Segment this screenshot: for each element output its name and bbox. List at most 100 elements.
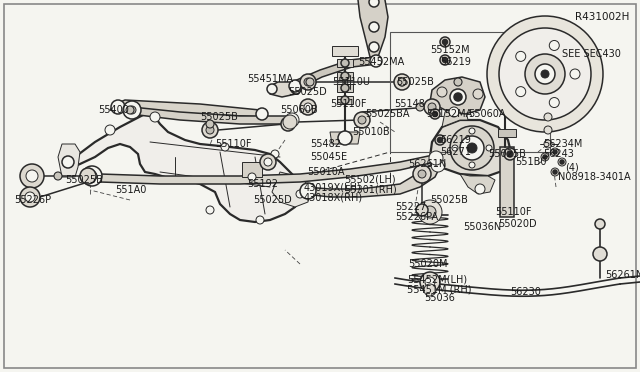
Bar	[337, 84, 353, 92]
Text: 55010A: 55010A	[307, 167, 344, 177]
Polygon shape	[442, 104, 468, 127]
Circle shape	[248, 173, 256, 181]
Circle shape	[341, 96, 349, 104]
Text: 55025B: 55025B	[396, 77, 434, 87]
Text: 55451MA: 55451MA	[247, 74, 293, 84]
Circle shape	[442, 58, 447, 62]
Circle shape	[475, 184, 485, 194]
Circle shape	[469, 162, 475, 168]
Circle shape	[150, 112, 160, 122]
Circle shape	[454, 93, 462, 101]
Circle shape	[80, 168, 96, 184]
Circle shape	[551, 168, 559, 176]
Polygon shape	[358, 0, 388, 57]
Circle shape	[541, 153, 549, 161]
Text: 55110F: 55110F	[215, 139, 252, 149]
Circle shape	[87, 171, 97, 181]
Circle shape	[289, 80, 301, 92]
Polygon shape	[130, 107, 295, 124]
Text: 55020D: 55020D	[498, 219, 536, 229]
Text: (4): (4)	[565, 162, 579, 172]
Circle shape	[450, 89, 466, 105]
Text: 55502(LH): 55502(LH)	[344, 175, 396, 185]
Circle shape	[285, 113, 299, 127]
Circle shape	[452, 145, 458, 151]
Text: 55148: 55148	[394, 99, 425, 109]
Circle shape	[260, 154, 276, 170]
Circle shape	[25, 192, 35, 202]
Circle shape	[370, 55, 382, 67]
Circle shape	[549, 97, 559, 108]
Text: 55192: 55192	[247, 179, 278, 189]
Polygon shape	[268, 82, 300, 97]
Circle shape	[525, 54, 565, 94]
Text: 55020M: 55020M	[408, 259, 447, 269]
Text: 55226P: 55226P	[14, 195, 51, 205]
Text: 55482: 55482	[310, 139, 341, 149]
Text: 55452M(LH): 55452M(LH)	[407, 275, 467, 285]
Circle shape	[593, 247, 607, 261]
Circle shape	[341, 59, 349, 67]
Circle shape	[341, 84, 349, 92]
Circle shape	[516, 87, 525, 97]
Text: R431002H: R431002H	[575, 12, 629, 22]
Text: 55152M: 55152M	[430, 45, 470, 55]
Circle shape	[553, 170, 557, 174]
Text: N08918-3401A: N08918-3401A	[558, 172, 630, 182]
Circle shape	[469, 128, 475, 134]
Text: 55025B: 55025B	[430, 195, 468, 205]
Circle shape	[105, 125, 115, 135]
Text: 56219: 56219	[440, 57, 471, 67]
Circle shape	[221, 143, 229, 151]
Circle shape	[256, 216, 264, 224]
Text: 55060A: 55060A	[468, 109, 506, 119]
Circle shape	[416, 103, 424, 111]
Circle shape	[433, 112, 438, 116]
Text: 56261NA: 56261NA	[605, 270, 640, 280]
Circle shape	[428, 103, 436, 111]
Text: 55045E: 55045E	[310, 152, 347, 162]
Text: 55025B: 55025B	[488, 149, 526, 159]
Circle shape	[128, 106, 136, 114]
Circle shape	[338, 131, 352, 145]
Circle shape	[551, 148, 559, 156]
Text: 56219: 56219	[440, 135, 471, 145]
Polygon shape	[305, 162, 440, 197]
Text: 55025BA: 55025BA	[365, 109, 410, 119]
Circle shape	[544, 140, 552, 148]
Bar	[242, 162, 262, 177]
Text: 55226PA: 55226PA	[395, 212, 438, 222]
Circle shape	[398, 78, 406, 86]
Text: 43019X(LH): 43019X(LH)	[304, 182, 362, 192]
Circle shape	[429, 151, 443, 165]
Text: 55025B: 55025B	[65, 175, 103, 185]
Circle shape	[304, 78, 312, 86]
Circle shape	[549, 41, 559, 51]
Circle shape	[504, 148, 516, 160]
Circle shape	[296, 190, 304, 198]
Polygon shape	[62, 114, 305, 222]
Circle shape	[430, 109, 440, 119]
Bar	[337, 72, 353, 80]
Text: 56271: 56271	[440, 147, 471, 157]
Circle shape	[300, 99, 316, 115]
Text: 55110U: 55110U	[332, 77, 370, 87]
Circle shape	[424, 99, 440, 115]
Polygon shape	[292, 57, 378, 90]
Circle shape	[486, 145, 492, 151]
Circle shape	[206, 126, 214, 134]
Circle shape	[202, 122, 218, 138]
Text: 43018X(RH): 43018X(RH)	[304, 192, 363, 202]
Text: 55400: 55400	[98, 105, 129, 115]
Circle shape	[264, 158, 272, 166]
Polygon shape	[88, 154, 438, 184]
Circle shape	[544, 126, 552, 134]
Circle shape	[543, 155, 547, 159]
Text: 55452MA: 55452MA	[358, 57, 404, 67]
Text: 56234M: 56234M	[543, 139, 582, 149]
Circle shape	[473, 89, 483, 99]
Text: 55025B: 55025B	[200, 112, 238, 122]
Circle shape	[460, 136, 484, 160]
Circle shape	[435, 135, 445, 145]
Text: 55025D: 55025D	[288, 87, 327, 97]
